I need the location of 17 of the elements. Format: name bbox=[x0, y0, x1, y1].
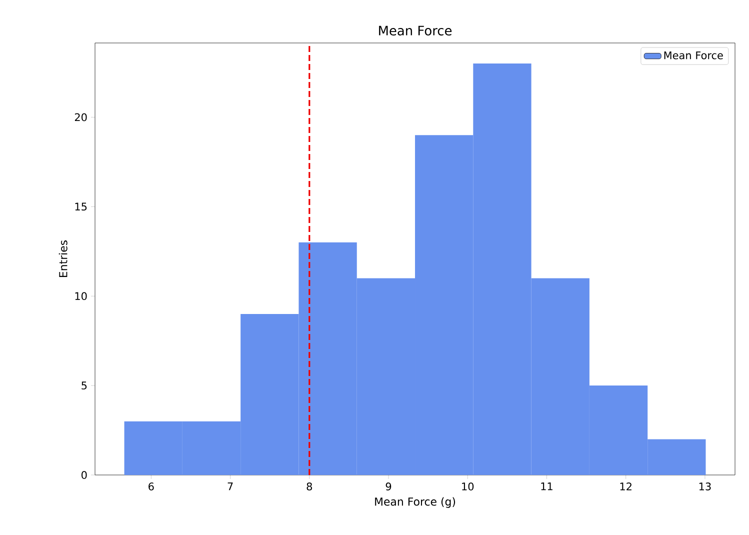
y-axis-title: Entries bbox=[58, 240, 68, 277]
x-tick-label: 7 bbox=[228, 482, 233, 490]
x-tick-label: 13 bbox=[699, 482, 711, 490]
x-axis-title: Mean Force (g) bbox=[375, 497, 456, 508]
x-tick-label: 9 bbox=[386, 482, 392, 490]
y-tick-label: 0 bbox=[82, 471, 87, 479]
y-tick-label: 15 bbox=[75, 202, 87, 211]
x-tick-label: 12 bbox=[620, 482, 632, 490]
x-tick-label: 6 bbox=[148, 482, 154, 490]
x-tick-label: 8 bbox=[306, 482, 312, 490]
y-tick-label: 20 bbox=[74, 113, 87, 122]
chart-title: Mean Force bbox=[379, 26, 452, 36]
y-tick-label: 5 bbox=[82, 382, 87, 390]
x-tick-label: 11 bbox=[541, 482, 552, 490]
y-tick-label: 10 bbox=[75, 292, 87, 300]
legend-label: Mean Force bbox=[664, 51, 723, 60]
x-tick-label: 10 bbox=[462, 482, 474, 490]
